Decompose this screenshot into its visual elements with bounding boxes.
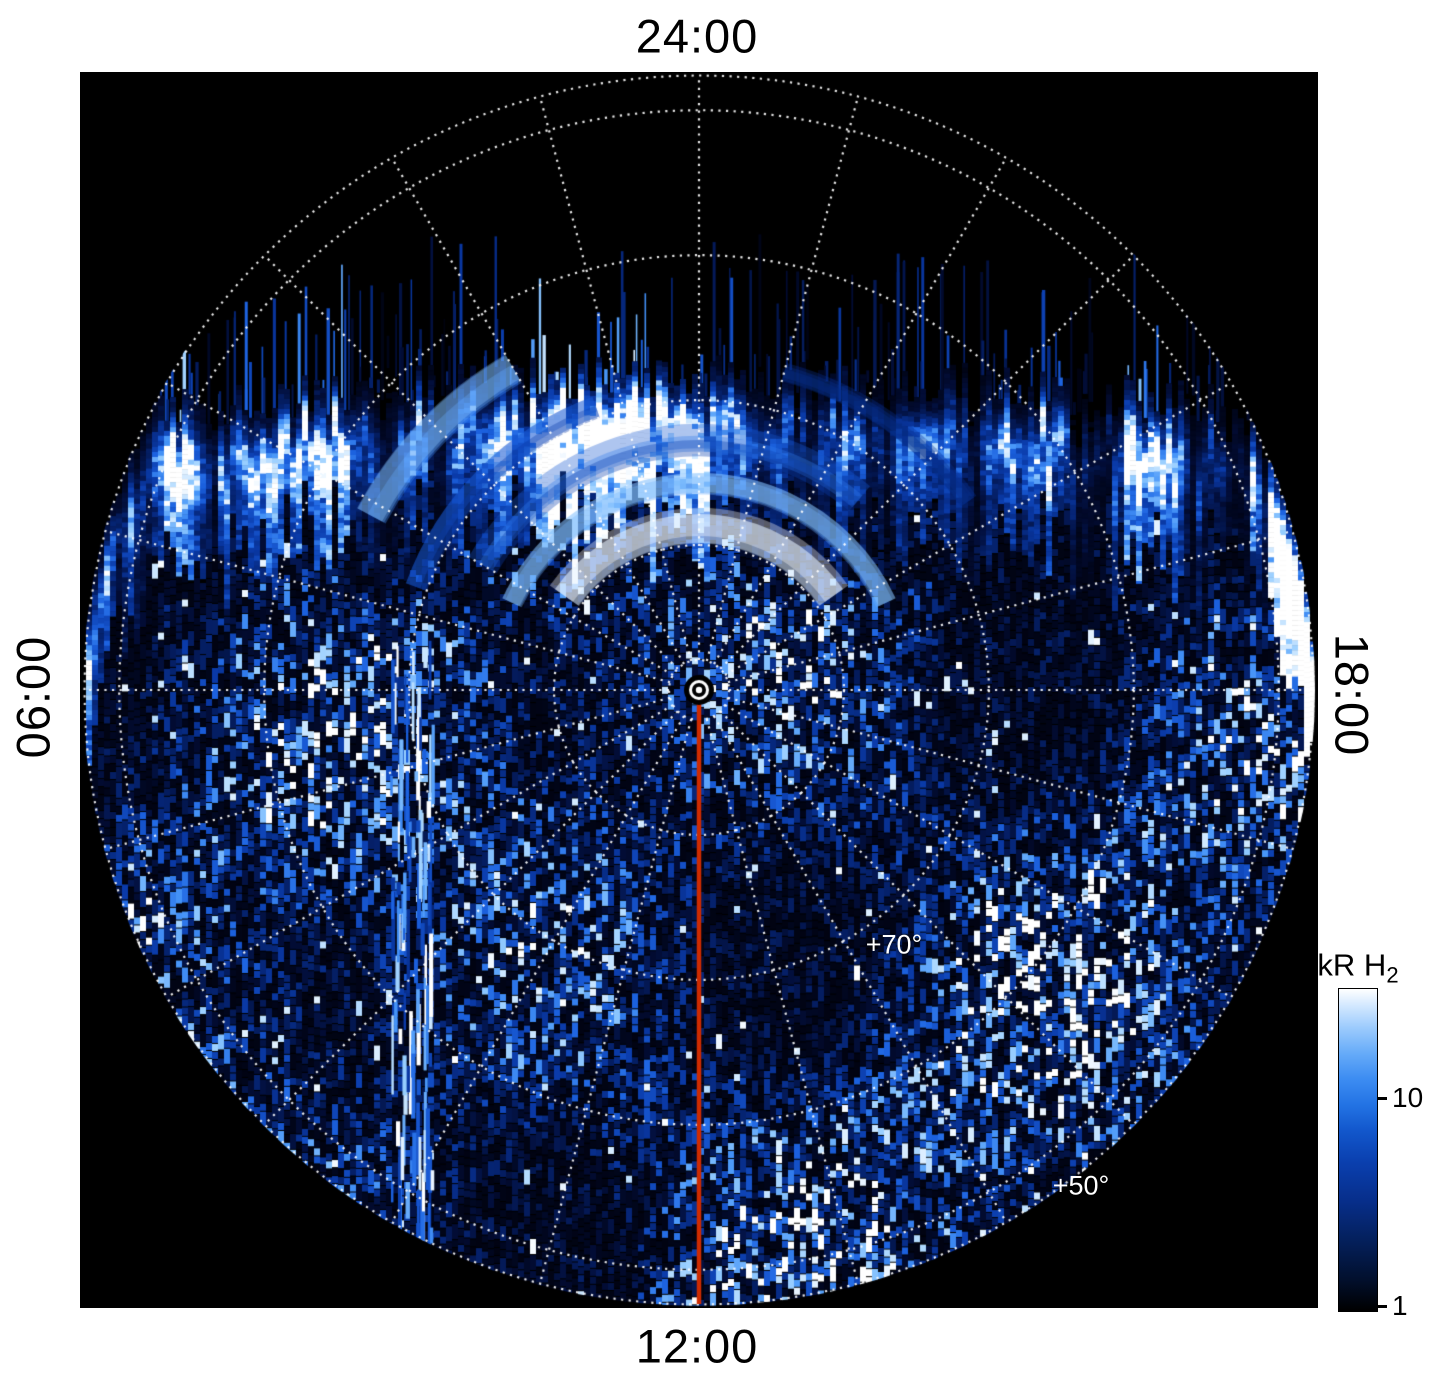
colorbar-tickmark-10: [1377, 1097, 1387, 1100]
lat-label-50: +50°: [1052, 1170, 1110, 1201]
colorbar-tickmark-1: [1377, 1305, 1387, 1308]
colorbar-title: kR H2: [1317, 947, 1398, 988]
colorbar-tick-1: 1: [1392, 1290, 1408, 1321]
mlt-label-2400: 24:00: [635, 9, 759, 63]
lat-label-70: +70°: [865, 929, 923, 960]
colorbar-tick-10: 10: [1392, 1082, 1424, 1113]
aurora-heatmap-canvas: [80, 72, 1318, 1308]
mlt-label-1200: 12:00: [635, 1319, 759, 1373]
colorbar-title-main: kR H: [1317, 947, 1387, 983]
mlt-label-0600: 06:00: [6, 635, 60, 759]
polar-plot-area: +70° +50°: [80, 72, 1318, 1308]
mlt-label-1800: 18:00: [1325, 633, 1379, 757]
colorbar-title-sub: 2: [1386, 962, 1399, 988]
colorbar-gradient: [1338, 988, 1378, 1312]
